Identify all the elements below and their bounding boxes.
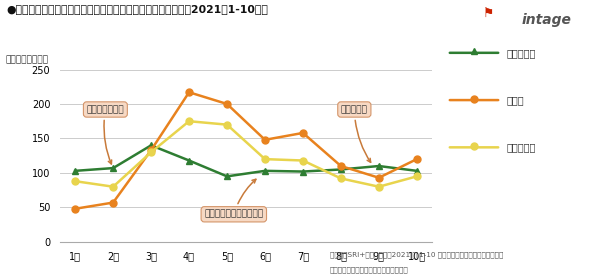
鼻炎治療剤 (413, 169, 421, 173)
鼻炎治療剤 (185, 159, 193, 162)
鼻炎治療剤 (375, 164, 382, 168)
Line: 鼻炎治療剤: 鼻炎治療剤 (72, 142, 420, 180)
Text: intage: intage (522, 13, 572, 26)
テーピング (110, 185, 117, 188)
Text: 鼻炎治療剤: 鼻炎治療剤 (507, 48, 536, 58)
鼻炎治療剤 (299, 170, 307, 173)
テーピング (337, 177, 344, 180)
Text: 镇暈剤: 镇暈剤 (507, 95, 524, 105)
鼻炎治療剤 (110, 167, 117, 170)
テーピング (71, 180, 79, 183)
鼻炎治療剤 (71, 169, 79, 173)
Text: 感染拡大による落ち込み: 感染拡大による落ち込み (204, 179, 263, 219)
テーピング (262, 157, 269, 161)
镇暈剤 (185, 91, 193, 94)
Text: 対象：日用雑貨・医薬品上位カテゴリー: 対象：日用雑貨・医薬品上位カテゴリー (330, 266, 409, 273)
镇暈剤 (375, 176, 382, 179)
Text: ●日用雑貨・医薬品上位カテゴリーの販売金額前年比の推移（2021年1-10月）: ●日用雑貨・医薬品上位カテゴリーの販売金額前年比の推移（2021年1-10月） (6, 4, 268, 14)
镇暈剤 (337, 164, 344, 168)
鼻炎治療剤 (223, 175, 230, 178)
テーピング (223, 123, 230, 126)
Text: ⚑: ⚑ (484, 7, 494, 20)
Line: 镇暈剤: 镇暈剤 (72, 89, 420, 212)
テーピング (375, 185, 382, 188)
镇暈剤 (262, 138, 269, 142)
Text: データ：SRI+　集計期間：2021 年 1-10 月　指標：販売金額の前年同期比: データ：SRI+ 集計期間：2021 年 1-10 月 指標：販売金額の前年同期… (330, 252, 503, 258)
テーピング (299, 159, 307, 162)
鼻炎治療剤 (337, 168, 344, 171)
镇暈剤 (71, 207, 79, 210)
テーピング (185, 120, 193, 123)
镇暈剤 (299, 131, 307, 135)
Text: 金額前年比（％）: 金額前年比（％） (6, 56, 49, 64)
镇暈剤 (223, 102, 230, 106)
Text: 回復の兆し: 回復の兆し (341, 105, 371, 162)
镇暈剤 (110, 201, 117, 204)
鼻炎治療剤 (148, 144, 155, 147)
テーピング (413, 175, 421, 178)
Text: テーピング: テーピング (507, 142, 536, 152)
テーピング (148, 151, 155, 154)
鼻炎治療剤 (262, 169, 269, 173)
镇暈剤 (413, 157, 421, 161)
Line: テーピング: テーピング (72, 118, 420, 190)
Text: 前年よりも伸長: 前年よりも伸長 (86, 105, 124, 164)
镇暈剤 (148, 148, 155, 152)
